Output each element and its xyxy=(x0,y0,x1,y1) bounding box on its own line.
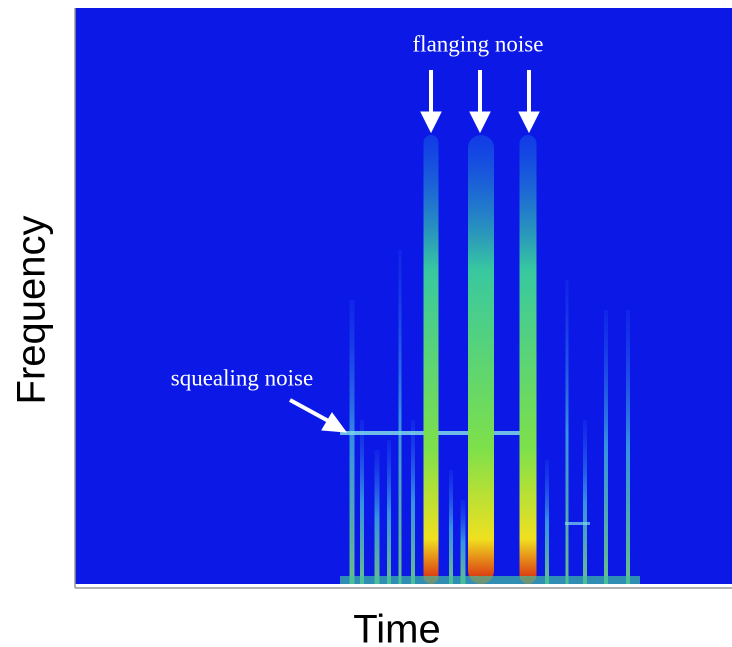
stripe xyxy=(583,420,587,584)
base-band xyxy=(340,576,640,584)
annotation: flanging noise xyxy=(413,31,544,56)
stripe xyxy=(519,135,537,584)
stripe xyxy=(449,470,453,584)
stripe xyxy=(468,135,494,584)
spectrogram xyxy=(75,8,732,584)
stripe xyxy=(374,450,380,584)
annotation-arrows xyxy=(289,70,540,433)
stripe xyxy=(411,420,415,584)
stripe xyxy=(565,280,569,584)
stripe xyxy=(460,500,466,584)
y-axis-title: Frequency xyxy=(10,216,54,405)
annotation: squealing noise xyxy=(171,365,313,390)
stripe xyxy=(423,135,439,584)
x-axis-title: Time xyxy=(353,608,440,647)
stripe xyxy=(545,460,549,584)
stripe xyxy=(604,310,608,584)
stripe xyxy=(626,310,630,584)
stripe xyxy=(360,420,364,584)
stripe xyxy=(349,300,355,584)
squeal-line xyxy=(565,522,590,525)
stripe xyxy=(398,250,402,584)
plot-area xyxy=(75,8,732,584)
stripe xyxy=(387,440,391,584)
